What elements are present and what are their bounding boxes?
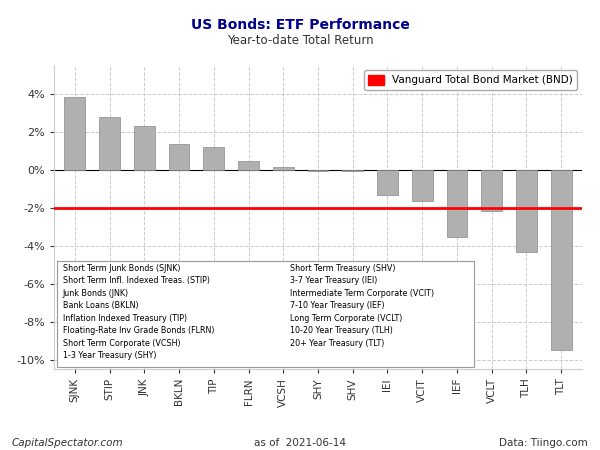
Bar	[273, 167, 293, 170]
Bar	[134, 126, 155, 170]
Bar	[203, 147, 224, 170]
Text: Short Term Treasury (SHV)
3-7 Year Treasury (IEI)
Intermediate Term Corporate (V: Short Term Treasury (SHV) 3-7 Year Treas…	[290, 264, 434, 348]
Text: Data: Tiingo.com: Data: Tiingo.com	[499, 437, 588, 447]
Text: as of  2021-06-14: as of 2021-06-14	[254, 437, 346, 447]
Bar	[99, 117, 120, 170]
Bar	[308, 170, 328, 171]
Bar	[58, 261, 475, 367]
Text: Year-to-date Total Return: Year-to-date Total Return	[227, 34, 373, 47]
Text: Short Term Junk Bonds (SJNK)
Short Term Infl. Indexed Treas. (STIP)
Junk Bonds (: Short Term Junk Bonds (SJNK) Short Term …	[62, 264, 214, 360]
Bar	[412, 170, 433, 201]
Text: CapitalSpectator.com: CapitalSpectator.com	[12, 437, 124, 447]
Bar	[238, 161, 259, 170]
Bar	[64, 97, 85, 170]
Bar	[377, 170, 398, 195]
Bar	[551, 170, 572, 350]
Bar	[446, 170, 467, 237]
Bar	[343, 170, 363, 171]
Legend: Vanguard Total Bond Market (BND): Vanguard Total Bond Market (BND)	[364, 71, 577, 90]
Bar	[481, 170, 502, 212]
Bar	[516, 170, 537, 252]
Text: US Bonds: ETF Performance: US Bonds: ETF Performance	[191, 18, 409, 32]
Bar	[169, 144, 190, 170]
